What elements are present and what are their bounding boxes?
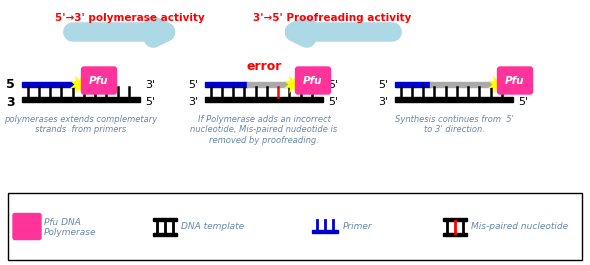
Text: 5': 5': [328, 80, 338, 90]
Text: 5: 5: [6, 78, 15, 91]
FancyBboxPatch shape: [497, 67, 533, 94]
Text: 3': 3': [145, 80, 155, 90]
FancyBboxPatch shape: [13, 214, 41, 240]
Bar: [395, 97, 513, 102]
Bar: [205, 82, 247, 87]
Text: 5': 5': [518, 80, 528, 90]
Bar: [443, 232, 467, 236]
Text: Primer: Primer: [343, 222, 373, 231]
Bar: [205, 97, 323, 102]
Text: 3': 3': [378, 97, 388, 107]
Text: Pfu: Pfu: [89, 76, 109, 86]
Text: Polymerase: Polymerase: [44, 228, 97, 237]
Bar: [22, 82, 77, 87]
Bar: [22, 97, 140, 102]
Text: Pfu: Pfu: [303, 76, 323, 86]
Text: DNA template: DNA template: [181, 222, 244, 231]
Bar: [443, 218, 467, 220]
Text: 5': 5': [328, 97, 338, 107]
FancyBboxPatch shape: [81, 67, 116, 94]
Text: Pfu: Pfu: [505, 76, 525, 86]
Text: error: error: [247, 60, 282, 73]
Text: If Polymerase adds an incorrect
nucleotide, Mis-paired nudeotide is
removed by p: If Polymerase adds an incorrect nucleoti…: [191, 115, 337, 145]
Text: 3': 3': [188, 97, 198, 107]
Polygon shape: [70, 75, 88, 94]
Text: Pfu DNA: Pfu DNA: [44, 218, 81, 227]
Bar: [312, 229, 338, 232]
Text: Synthesis continues from  5'
to 3' direction.: Synthesis continues from 5' to 3' direct…: [395, 115, 513, 134]
Text: Mis-paired nucleotide: Mis-paired nucleotide: [471, 222, 568, 231]
Text: 5'→3' polymerase activity: 5'→3' polymerase activity: [55, 13, 205, 23]
FancyBboxPatch shape: [296, 67, 330, 94]
Text: 3'→5' Proofreading activity: 3'→5' Proofreading activity: [253, 13, 412, 23]
Text: 5': 5': [188, 80, 198, 90]
Polygon shape: [284, 75, 302, 94]
Bar: [430, 82, 495, 87]
Bar: [8, 193, 582, 260]
Bar: [395, 82, 430, 87]
Text: 5': 5': [378, 80, 388, 90]
Bar: [153, 232, 177, 236]
Text: 5': 5': [518, 97, 528, 107]
Text: 3: 3: [6, 95, 15, 108]
Text: polymerases extends complemetary
strands  from primers: polymerases extends complemetary strands…: [4, 115, 158, 134]
Bar: [153, 218, 177, 220]
Text: 5': 5': [145, 97, 155, 107]
Bar: [247, 82, 291, 87]
Polygon shape: [488, 75, 506, 94]
